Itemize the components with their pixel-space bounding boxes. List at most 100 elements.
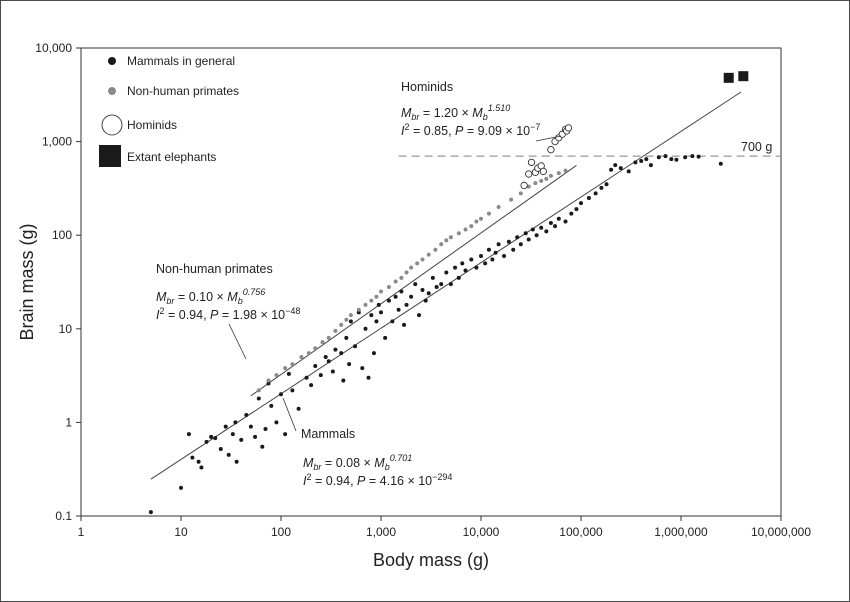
point-primates [374, 294, 379, 299]
point-primates [313, 346, 318, 351]
legend-marker-hominids [101, 114, 123, 136]
point-mammals [248, 424, 253, 429]
point-mammals [696, 154, 701, 159]
point-mammals [656, 155, 661, 160]
point-mammals [402, 322, 407, 327]
point-hominids [539, 167, 547, 176]
point-mammals [374, 319, 379, 324]
point-mammals [493, 250, 498, 255]
point-primates [420, 257, 425, 262]
y-tick-label: 10,000 [35, 41, 72, 55]
point-mammals [618, 166, 623, 171]
point-mammals [609, 167, 614, 172]
point-mammals [639, 159, 644, 164]
point-mammals [339, 351, 344, 356]
point-mammals [313, 364, 318, 369]
point-mammals [456, 275, 461, 280]
point-mammals [434, 284, 439, 289]
point-mammals [593, 191, 598, 196]
point-primates [496, 205, 501, 210]
point-mammals [234, 459, 239, 464]
point-mammals [430, 275, 435, 280]
point-primates [439, 242, 444, 247]
point-primates [348, 313, 353, 318]
annotation-hominids-equation: Mbr = 1.20 × Mb1.510 [401, 103, 510, 122]
x-tick-label: 100 [271, 525, 291, 539]
point-mammals [526, 237, 531, 242]
point-primates [426, 252, 431, 257]
point-mammals [233, 420, 238, 425]
leader-primates [228, 323, 247, 360]
point-mammals [348, 319, 353, 324]
point-primates [444, 238, 449, 243]
point-mammals [226, 452, 231, 457]
point-mammals [196, 459, 201, 464]
point-mammals [204, 439, 209, 444]
point-mammals [530, 227, 535, 232]
point-mammals [633, 160, 638, 165]
x-tick-label: 10,000 [463, 525, 500, 539]
point-mammals [304, 375, 309, 380]
fit-line-mammals [150, 91, 742, 480]
point-mammals [244, 412, 249, 417]
point-primates [539, 178, 544, 183]
y-axis-title: Brain mass (g) [17, 223, 37, 340]
point-primates [479, 216, 483, 221]
point-mammals [199, 465, 204, 470]
primates-exponent: 0.756 [243, 287, 266, 297]
point-mammals [469, 257, 474, 262]
legend-label-hominids: Hominids [127, 118, 177, 132]
point-hominids [527, 158, 536, 167]
point-mammals [296, 406, 301, 411]
point-primates [415, 261, 420, 266]
point-mammals [218, 446, 223, 451]
point-mammals [290, 388, 295, 393]
point-primates [393, 279, 398, 284]
point-primates [274, 373, 279, 378]
point-mammals [511, 247, 516, 252]
point-mammals [420, 287, 425, 292]
point-primates [299, 354, 304, 359]
reference-line-700g: 700 g [398, 140, 781, 157]
point-mammals [393, 294, 398, 299]
point-mammals [463, 268, 468, 273]
point-mammals [353, 344, 358, 349]
point-mammals [190, 455, 195, 460]
point-primates [320, 340, 325, 345]
primates-p-exp: −48 [285, 306, 300, 316]
point-primates [339, 322, 344, 327]
point-primates [463, 227, 468, 232]
point-mammals [563, 219, 568, 224]
legend-marker-mammals [108, 57, 116, 65]
annotation-primates-stats: I2 = 0.94, P = 1.98 × 10−48 [156, 306, 300, 322]
point-mammals [448, 282, 453, 287]
point-mammals [613, 163, 618, 168]
point-mammals [553, 224, 558, 229]
point-mammals [409, 294, 414, 299]
annotation-hominids: Hominids Mbr = 1.20 × Mb1.510 I2 = 0.85,… [401, 80, 540, 138]
point-mammals [256, 396, 261, 401]
point-mammals [669, 157, 674, 162]
point-mammals [569, 211, 574, 216]
y-axis-ticks: 0.1 1 10 100 1,000 10,000 [35, 41, 81, 523]
x-tick-label: 10,000,000 [751, 525, 811, 539]
point-mammals [260, 444, 265, 449]
point-primates [379, 289, 383, 294]
point-mammals [253, 434, 258, 439]
point-mammals [369, 313, 374, 318]
x-tick-label: 1,000,000 [654, 525, 708, 539]
hominids-i2: 0.85 [424, 124, 448, 138]
point-mammals [426, 291, 431, 296]
point-mammals [479, 253, 483, 258]
y-tick-label: 10 [59, 322, 73, 336]
primates-i2: 0.94 [179, 308, 203, 322]
point-mammals [556, 216, 561, 221]
point-primates [404, 270, 409, 275]
point-mammals [486, 247, 491, 252]
point-primates [399, 275, 404, 280]
data-points [148, 71, 749, 515]
point-mammals [644, 157, 649, 162]
annotation-hominids-title: Hominids [401, 80, 453, 94]
